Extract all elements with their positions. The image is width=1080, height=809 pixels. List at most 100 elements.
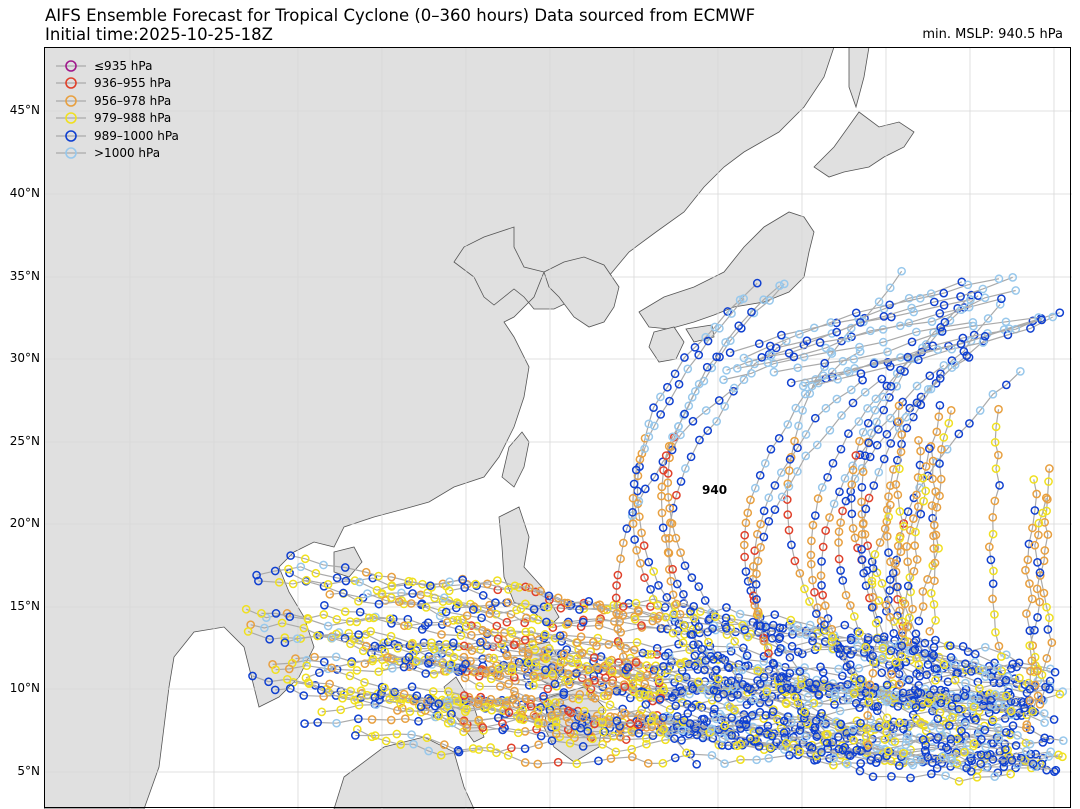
track-point [474, 695, 483, 705]
track-point [830, 688, 840, 698]
track-point [984, 708, 994, 718]
track-point [988, 529, 998, 539]
track-point [988, 579, 998, 589]
track-point [944, 721, 954, 730]
track-point [331, 652, 341, 662]
track-point [873, 702, 883, 711]
track-point [863, 633, 873, 642]
track-point [764, 648, 773, 658]
track-line [250, 622, 1012, 726]
track-point [898, 688, 908, 698]
track-point [754, 339, 764, 349]
track-point [596, 603, 606, 613]
track-point [810, 511, 820, 520]
track-point [683, 709, 693, 718]
legend-marker-icon [56, 77, 86, 90]
track-point [327, 633, 337, 643]
track-point [323, 621, 333, 631]
track-point [655, 695, 665, 704]
track-point [755, 470, 765, 480]
track-point [1035, 699, 1045, 709]
track-point [642, 661, 651, 670]
track-point [962, 665, 971, 675]
track-point [280, 633, 290, 642]
track-point [1025, 739, 1035, 749]
track-point [486, 743, 495, 752]
track-point [671, 701, 681, 711]
track-point [653, 601, 663, 610]
track-point [637, 528, 646, 538]
track-point [425, 581, 435, 591]
track-point [1027, 656, 1037, 666]
track-point [1042, 602, 1051, 612]
track-point [785, 750, 794, 760]
track-point [820, 601, 830, 610]
track-point [722, 365, 731, 375]
track-point [358, 646, 368, 656]
track-point [516, 604, 526, 613]
track-point [1022, 720, 1032, 729]
track-point [986, 695, 996, 705]
track-point [801, 451, 811, 461]
track-point [367, 715, 377, 724]
track-point [905, 525, 915, 535]
track-point [265, 634, 274, 644]
track-point [474, 745, 484, 754]
track-point [753, 666, 763, 676]
track-point [634, 689, 644, 699]
track-point [947, 756, 957, 766]
track-point [929, 685, 939, 694]
track-point [707, 363, 717, 373]
track-point [506, 626, 516, 636]
track-point [393, 643, 403, 653]
track-point [972, 772, 982, 782]
track-point [707, 724, 716, 734]
track-point [926, 384, 936, 394]
track-point [875, 538, 885, 547]
track-point [848, 725, 858, 734]
track-point [458, 575, 468, 585]
track-point [756, 519, 765, 529]
track-point [1005, 690, 1015, 700]
track-point [643, 758, 653, 768]
track-point [1025, 684, 1035, 694]
track-point [937, 327, 947, 336]
legend-entry: >1000 hPa [56, 145, 179, 163]
latitude-label: 10°N [9, 681, 40, 695]
track-point [613, 636, 623, 646]
track-point [997, 294, 1006, 304]
track-point [381, 736, 391, 746]
track-point [855, 766, 865, 776]
track-point [757, 352, 767, 362]
track-point [885, 575, 895, 585]
track-point [990, 437, 1000, 447]
track-point [475, 681, 484, 691]
track-point [897, 266, 906, 276]
track-point [520, 618, 530, 628]
track-point [834, 538, 843, 547]
legend-entry: 989–1000 hPa [56, 127, 179, 145]
track-point [764, 516, 774, 526]
track-point [570, 721, 580, 731]
track-point [280, 638, 290, 648]
track-point [912, 555, 922, 564]
track-point [656, 410, 666, 419]
track-point [793, 443, 802, 453]
track-point [894, 401, 904, 411]
latitude-label: 35°N [9, 269, 40, 283]
track-point [763, 729, 772, 739]
track-point [813, 603, 822, 612]
track-point [806, 550, 816, 560]
track-point [630, 535, 639, 544]
track-point [753, 607, 763, 617]
track-point [753, 556, 763, 566]
track-point [701, 406, 711, 415]
latitude-label: 15°N [9, 599, 40, 613]
track-point [833, 374, 843, 384]
track-point [820, 620, 829, 629]
track-point [797, 649, 807, 659]
track-point [277, 618, 287, 628]
track-point [261, 613, 271, 623]
track-point [661, 612, 671, 622]
track-point [888, 679, 898, 689]
